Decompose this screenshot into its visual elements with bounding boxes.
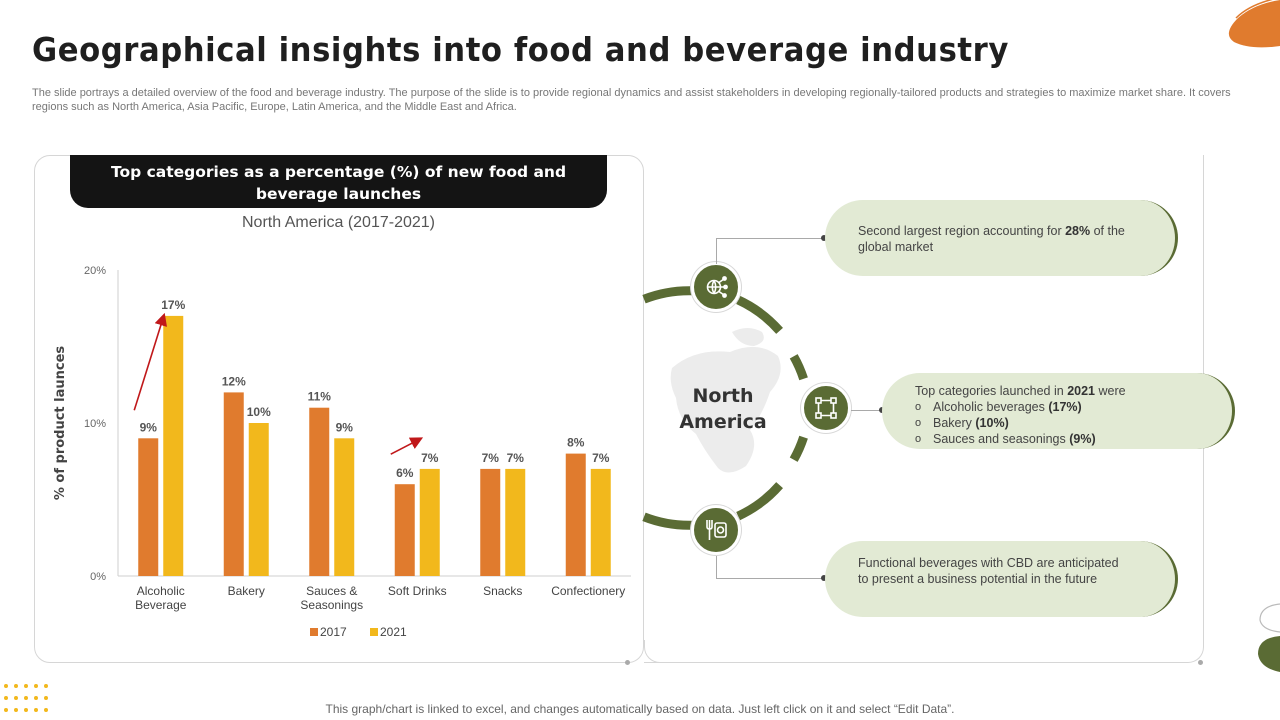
data-label: 9% — [140, 420, 158, 434]
bar-2017 — [565, 453, 586, 576]
legend-swatch-2021 — [370, 628, 378, 636]
bar-2017 — [480, 468, 501, 576]
x-tick-label: Soft Drinks — [388, 584, 447, 598]
top-categories-list: Alcoholic beverages (17%) Bakery (10%) S… — [915, 399, 1192, 447]
x-tick-label: Bakery — [228, 584, 265, 598]
data-label: 7% — [482, 451, 500, 465]
trend-arrow — [133, 312, 167, 411]
global-network-icon — [706, 276, 728, 298]
data-label: 6% — [396, 466, 414, 480]
x-tick-label: Alcoholic — [137, 584, 185, 598]
callout-top-categories: Top categories launched in 2021 were Alc… — [882, 373, 1235, 449]
bar-2017 — [394, 484, 415, 576]
y-tick-label: 0% — [90, 571, 106, 583]
x-tick-label: Seasonings — [300, 598, 363, 612]
legend-label-2017: 2017 — [320, 625, 347, 639]
bar-2017 — [223, 392, 244, 576]
data-label: 7% — [507, 451, 525, 465]
y-axis-label: % of product launces — [53, 346, 68, 501]
corner-decoration-bottom — [1258, 603, 1280, 672]
food-tools-icon — [706, 520, 727, 540]
callout-market-share: Second largest region accounting for 28%… — [825, 200, 1178, 276]
bar-2021 — [505, 468, 526, 576]
bar-2021 — [248, 423, 269, 576]
page-title: Geographical insights into food and beve… — [32, 30, 1009, 69]
list-item: Sauces and seasonings (9%) — [915, 431, 1192, 447]
legend-label-2021: 2021 — [380, 625, 407, 639]
dot-pattern-decoration — [4, 684, 48, 712]
corner-decoration-top — [1228, 0, 1280, 48]
data-label: 17% — [161, 298, 185, 312]
region-circle-graphic — [642, 286, 808, 530]
connector-dot — [821, 575, 827, 581]
chart-subtitle: North America (2017-2021) — [242, 214, 435, 231]
page-subtitle: The slide portrays a detailed overview o… — [32, 87, 1231, 113]
chart-header: Top categories as a percentage (%) of ne… — [70, 155, 607, 208]
data-label: 10% — [247, 405, 271, 419]
connector-dot — [821, 235, 827, 241]
data-label: 9% — [336, 420, 354, 434]
bar-2017 — [309, 407, 330, 576]
bar-2017 — [138, 438, 159, 576]
x-tick-label: Snacks — [483, 584, 522, 598]
connector-middle-horizontal — [851, 410, 881, 411]
list-item: Bakery (10%) — [915, 415, 1192, 431]
footer-note: This graph/chart is linked to excel, and… — [325, 702, 955, 716]
legend-swatch-2017 — [310, 628, 318, 636]
bar-2021 — [419, 468, 440, 576]
bar-2021 — [590, 468, 611, 576]
connector-bottom-vertical — [716, 556, 717, 578]
data-label: 7% — [592, 451, 610, 465]
panel-corner-dot — [1198, 660, 1203, 665]
expand-nodes-icon — [815, 397, 837, 419]
global-network-node — [691, 262, 741, 312]
bar-2021 — [334, 438, 355, 576]
data-label: 12% — [222, 374, 246, 388]
x-tick-label: Sauces & — [306, 584, 357, 598]
data-label: 8% — [567, 436, 585, 450]
food-tools-node — [691, 505, 741, 555]
callout-cbd-beverages: Functional beverages with CBD are antici… — [825, 541, 1178, 617]
data-label: 11% — [308, 390, 332, 404]
connector-bottom-horizontal — [716, 578, 824, 579]
region-title: North America — [679, 385, 767, 433]
trend-arrow — [390, 437, 424, 455]
world-map-silhouette — [670, 328, 781, 473]
data-label: 7% — [421, 451, 439, 465]
expand-nodes-node — [801, 383, 851, 433]
bar-2021 — [163, 315, 184, 576]
x-tick-label: Confectionery — [551, 584, 625, 598]
ring-arcs — [642, 286, 808, 530]
bar-chart[interactable]: 0% 10% 20% % of product launces 9% 17% Alcohol… — [34, 230, 644, 660]
list-item: Alcoholic beverages (17%) — [915, 399, 1192, 415]
x-tick-label: Beverage — [135, 598, 187, 612]
connector-top-vertical — [716, 238, 717, 264]
panel-corner-dot — [625, 660, 630, 665]
y-tick-label: 10% — [84, 418, 106, 430]
y-tick-label: 20% — [84, 265, 106, 277]
connector-top-horizontal — [716, 238, 824, 239]
